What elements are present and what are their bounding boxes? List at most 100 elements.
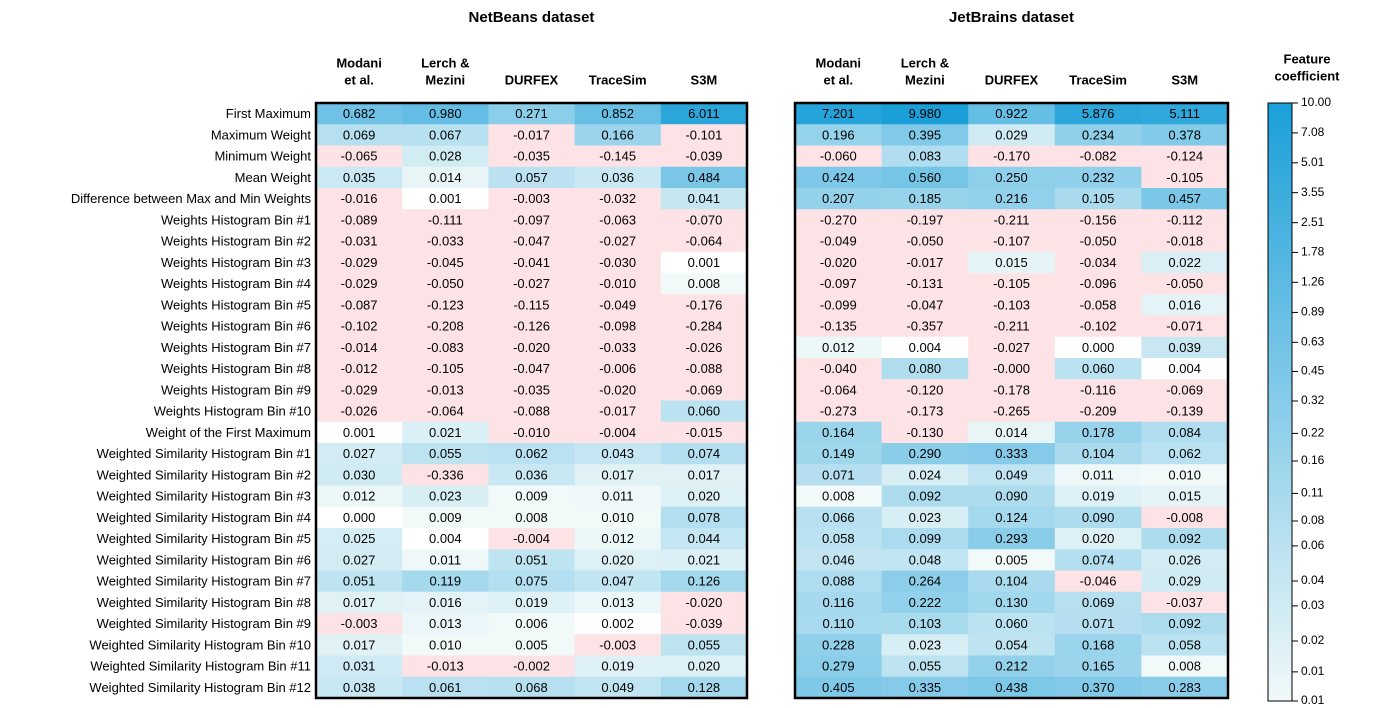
row-label: Weights Histogram Bin #10	[154, 404, 311, 419]
cell	[795, 103, 883, 125]
cell	[488, 358, 576, 380]
cell	[316, 591, 403, 614]
cell	[574, 634, 662, 656]
cell	[402, 145, 489, 168]
cell-label: -0.027	[993, 340, 1030, 355]
row-label: Weights Histogram Bin #6	[161, 319, 311, 334]
cell-label: -0.097	[820, 276, 857, 291]
cell	[574, 273, 662, 295]
cell-label: -0.135	[820, 319, 857, 334]
cell	[1141, 251, 1229, 274]
cell-label: -0.013	[427, 382, 464, 397]
cell	[795, 655, 883, 678]
cell	[968, 506, 1056, 529]
cell-label: 7.201	[822, 106, 855, 121]
cell-label: 0.061	[429, 680, 462, 695]
cell	[1141, 230, 1229, 253]
cell	[574, 358, 662, 380]
cell-label: -0.003	[341, 616, 378, 631]
cell	[795, 124, 883, 146]
cell	[660, 230, 748, 253]
cell	[795, 485, 883, 508]
cell	[402, 655, 489, 678]
row-label: Weight of the First Maximum	[146, 425, 311, 440]
cell	[795, 209, 883, 231]
cell-label: -0.050	[1166, 276, 1203, 291]
cell-label: 0.020	[601, 552, 634, 567]
cell	[968, 124, 1056, 146]
colorbar-title: Feature	[1284, 51, 1331, 66]
cell	[968, 188, 1056, 210]
cell	[488, 294, 576, 316]
cell-label: 0.074	[1082, 552, 1115, 567]
cell-label: 0.682	[343, 106, 376, 121]
colorbar-tick-label: 0.32	[1301, 393, 1325, 407]
cell-label: -0.083	[427, 340, 464, 355]
cell-label: 0.104	[1082, 446, 1115, 461]
cell-label: 0.438	[995, 680, 1028, 695]
cell-label: 0.185	[909, 191, 942, 206]
column-label: DURFEX	[505, 72, 559, 87]
cell	[488, 336, 576, 359]
cell-label: -0.012	[341, 361, 378, 376]
cell	[881, 230, 969, 253]
cell	[1054, 613, 1142, 635]
cell-label: -0.173	[906, 404, 943, 419]
cell	[1054, 570, 1142, 593]
cell-label: -0.102	[341, 319, 378, 334]
cell	[574, 336, 662, 359]
cell-label: 5.876	[1082, 106, 1115, 121]
column-label: S3M	[691, 72, 718, 87]
cell	[402, 421, 489, 444]
cell-label: -0.064	[427, 404, 464, 419]
cell	[1141, 166, 1229, 189]
cell-label: -0.071	[1166, 319, 1203, 334]
cell-label: 0.020	[1082, 531, 1115, 546]
colorbar-tick-label: 0.01	[1301, 693, 1325, 707]
colorbar-tick-label: 10.00	[1301, 95, 1331, 109]
cell-label: 0.043	[601, 446, 634, 461]
cell-label: 0.013	[429, 616, 462, 631]
cell	[402, 634, 489, 656]
cell	[488, 379, 576, 401]
cell	[881, 145, 969, 168]
cell	[574, 655, 662, 678]
cell	[968, 103, 1056, 125]
colorbar	[1267, 102, 1293, 702]
cell	[968, 549, 1056, 571]
cell	[402, 336, 489, 359]
cell-label: 0.055	[429, 446, 462, 461]
cell-label: 0.055	[909, 659, 942, 674]
cell	[795, 145, 883, 168]
cell	[1141, 103, 1229, 125]
cell	[795, 634, 883, 656]
cell	[402, 613, 489, 635]
cell	[488, 613, 576, 635]
cell-label: 0.116	[823, 595, 855, 610]
cell	[881, 591, 969, 614]
cell-label: 9.980	[909, 106, 942, 121]
column-label: Mezini	[425, 72, 465, 87]
cell-label: -0.065	[341, 149, 378, 164]
cell	[795, 613, 883, 635]
cell-label: 0.168	[1082, 637, 1115, 652]
column-label: DURFEX	[985, 72, 1039, 87]
cell-label: -0.098	[599, 319, 636, 334]
cell-label: 0.060	[688, 404, 721, 419]
cell	[881, 315, 969, 338]
column-label: Lerch &	[421, 55, 469, 70]
cell-label: 0.092	[1168, 531, 1201, 546]
cell	[881, 634, 969, 656]
cell-label: -0.176	[685, 297, 722, 312]
row-label: Weighted Similarity Histogram Bin #6	[97, 552, 311, 567]
cell-label: 0.232	[1082, 170, 1115, 185]
cell	[402, 124, 489, 146]
cell-label: 0.046	[822, 552, 855, 567]
cell	[968, 209, 1056, 231]
cell	[1054, 166, 1142, 189]
cell-label: -0.035	[513, 382, 550, 397]
cell-label: 0.058	[1168, 637, 1201, 652]
colorbar-tick-label: 2.51	[1301, 215, 1325, 229]
cell-label: -0.006	[599, 361, 636, 376]
cell	[795, 400, 883, 423]
